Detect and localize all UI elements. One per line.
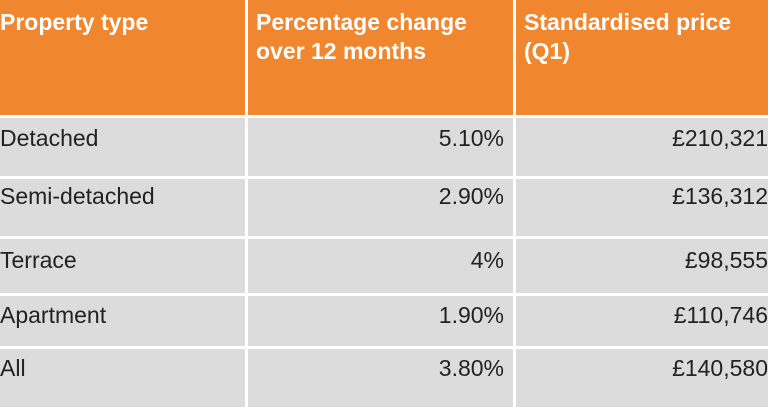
cell-property-type: Apartment: [0, 296, 245, 346]
cell-percentage-change: 2.90%: [248, 179, 513, 236]
cell-standardised-price: £140,580: [516, 349, 768, 407]
table-header-row: Property type Percentage change over 12 …: [0, 0, 768, 115]
cell-standardised-price: £98,555: [516, 239, 768, 293]
table-row: Terrace 4% £98,555: [0, 239, 768, 293]
table-row: Semi-detached 2.90% £136,312: [0, 179, 768, 236]
cell-property-type: All: [0, 349, 245, 407]
header-standardised-price: Standardised price (Q1): [516, 0, 768, 115]
header-property-type: Property type: [0, 0, 245, 115]
cell-property-type: Semi-detached: [0, 179, 245, 236]
cell-property-type: Detached: [0, 118, 245, 176]
table-row: Apartment 1.90% £110,746: [0, 296, 768, 346]
cell-percentage-change: 4%: [248, 239, 513, 293]
table-row: Detached 5.10% £210,321: [0, 118, 768, 176]
cell-standardised-price: £136,312: [516, 179, 768, 236]
cell-standardised-price: £110,746: [516, 296, 768, 346]
cell-percentage-change: 1.90%: [248, 296, 513, 346]
cell-percentage-change: 3.80%: [248, 349, 513, 407]
table-row: All 3.80% £140,580: [0, 349, 768, 407]
cell-percentage-change: 5.10%: [248, 118, 513, 176]
cell-property-type: Terrace: [0, 239, 245, 293]
cell-standardised-price: £210,321: [516, 118, 768, 176]
header-percentage-change: Percentage change over 12 months: [248, 0, 513, 115]
